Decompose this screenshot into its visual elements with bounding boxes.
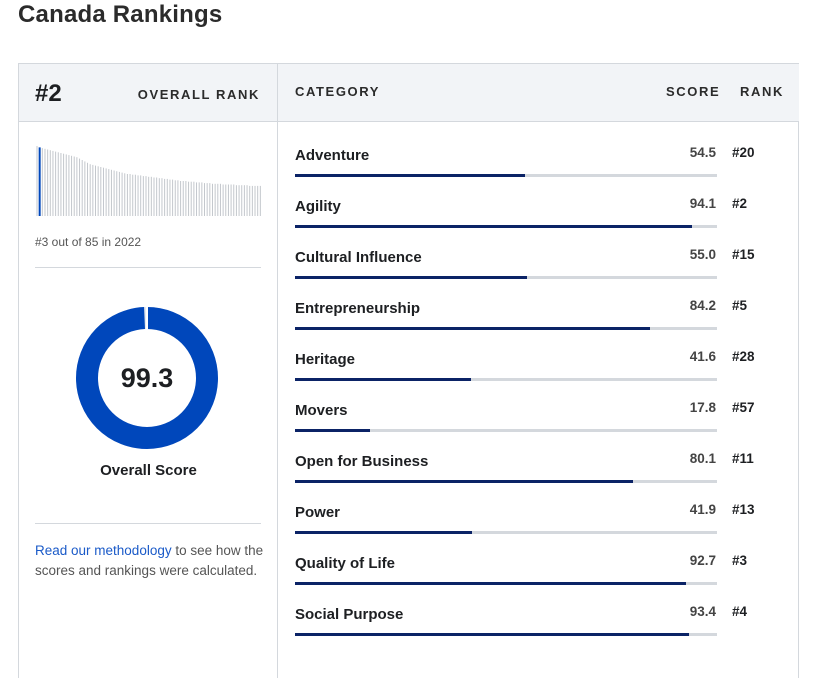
overall-score-value: 99.3 bbox=[120, 362, 174, 393]
methodology-note: Read our methodology to see how the scor… bbox=[35, 541, 265, 581]
table-row: Open for Business 80.1 #11 bbox=[278, 450, 799, 501]
table-row: Social Purpose 93.4 #4 bbox=[278, 603, 799, 654]
table-row: Agility 94.1 #2 bbox=[278, 195, 799, 246]
score-bar-track bbox=[295, 531, 717, 534]
category-name: Open for Business bbox=[295, 453, 429, 470]
divider bbox=[35, 523, 261, 524]
category-name: Cultural Influence bbox=[295, 249, 422, 266]
score-bar-track bbox=[295, 327, 717, 330]
category-score: 93.4 bbox=[689, 604, 716, 619]
overall-score-donut bbox=[76, 307, 218, 449]
category-rank: #28 bbox=[732, 349, 755, 364]
score-bar-track bbox=[295, 582, 717, 585]
column-header-rank: RANK bbox=[740, 84, 784, 99]
category-rank: #15 bbox=[732, 247, 755, 262]
category-rank: #3 bbox=[732, 553, 748, 568]
score-bar-fill bbox=[295, 531, 472, 534]
overall-rank-label: OVERALL RANK bbox=[137, 87, 260, 102]
table-row: Heritage 41.6 #28 bbox=[278, 348, 799, 399]
column-header-score: SCORE bbox=[666, 84, 721, 99]
table-row: Cultural Influence 55.0 #15 bbox=[278, 246, 799, 297]
rank-history-sparkline[interactable] bbox=[36, 146, 262, 216]
category-rank: #5 bbox=[732, 298, 748, 313]
overall-rank-value: #2 bbox=[35, 80, 62, 107]
category-name: Entrepreneurship bbox=[295, 300, 421, 317]
category-rank: #13 bbox=[732, 502, 755, 517]
score-bar-fill bbox=[295, 276, 527, 279]
score-bar-track bbox=[295, 225, 717, 228]
overall-header: #2 OVERALL RANK bbox=[19, 64, 277, 122]
methodology-link[interactable]: Read our methodology bbox=[35, 543, 172, 558]
score-bar-fill bbox=[295, 378, 471, 381]
category-name: Adventure bbox=[295, 147, 370, 164]
category-name: Social Purpose bbox=[295, 606, 404, 623]
category-rank: #2 bbox=[732, 196, 748, 211]
category-table: CATEGORY SCORE RANK Adventure 54.5 #20 Agil… bbox=[278, 64, 799, 678]
category-score: 80.1 bbox=[689, 451, 716, 466]
column-header-category: CATEGORY bbox=[295, 84, 381, 99]
category-name: Movers bbox=[295, 402, 348, 419]
score-bar-fill bbox=[295, 429, 370, 432]
score-bar-fill bbox=[295, 582, 686, 585]
category-rank: #20 bbox=[732, 145, 755, 160]
rank-history-caption: #3 out of 85 in 2022 bbox=[35, 235, 142, 249]
category-score: 92.7 bbox=[689, 553, 716, 568]
score-bar-track bbox=[295, 174, 717, 177]
score-bar-fill bbox=[295, 327, 650, 330]
score-bar-track bbox=[295, 378, 717, 381]
overall-panel: #2 OVERALL RANK #3 out of 85 in 2022 99.… bbox=[19, 64, 278, 678]
score-bar-fill bbox=[295, 480, 633, 483]
overall-score-label: Overall Score bbox=[100, 462, 197, 479]
category-score: 94.1 bbox=[689, 196, 716, 211]
table-row: Power 41.9 #13 bbox=[278, 501, 799, 552]
score-bar-fill bbox=[295, 174, 525, 177]
rankings-card: #2 OVERALL RANK #3 out of 85 in 2022 99.… bbox=[18, 63, 799, 678]
category-rank: #57 bbox=[732, 400, 755, 415]
table-row: Movers 17.8 #57 bbox=[278, 399, 799, 450]
category-name: Power bbox=[295, 504, 341, 521]
page-title: Canada Rankings bbox=[18, 1, 223, 28]
score-bar-track bbox=[295, 429, 717, 432]
category-rank: #4 bbox=[732, 604, 748, 619]
category-score: 41.9 bbox=[689, 502, 716, 517]
category-score: 54.5 bbox=[689, 145, 716, 160]
score-bar-track bbox=[295, 480, 717, 483]
category-score: 17.8 bbox=[689, 400, 716, 415]
methodology-text: to see how the scores and rankings were … bbox=[35, 543, 264, 578]
category-name: Heritage bbox=[295, 351, 356, 368]
score-bar-fill bbox=[295, 225, 692, 228]
score-bar-track bbox=[295, 633, 717, 636]
category-score: 41.6 bbox=[689, 349, 716, 364]
score-bar-track bbox=[295, 276, 717, 279]
category-score: 84.2 bbox=[689, 298, 716, 313]
category-rank: #11 bbox=[732, 451, 754, 466]
table-header: CATEGORY SCORE RANK bbox=[278, 64, 799, 122]
table-row: Adventure 54.5 #20 bbox=[278, 144, 799, 195]
table-row: Entrepreneurship 84.2 #5 bbox=[278, 297, 799, 348]
divider bbox=[35, 267, 261, 268]
score-bar-fill bbox=[295, 633, 689, 636]
table-row: Quality of Life 92.7 #3 bbox=[278, 552, 799, 603]
category-score: 55.0 bbox=[689, 247, 716, 262]
category-name: Agility bbox=[295, 198, 341, 215]
category-name: Quality of Life bbox=[295, 555, 396, 572]
